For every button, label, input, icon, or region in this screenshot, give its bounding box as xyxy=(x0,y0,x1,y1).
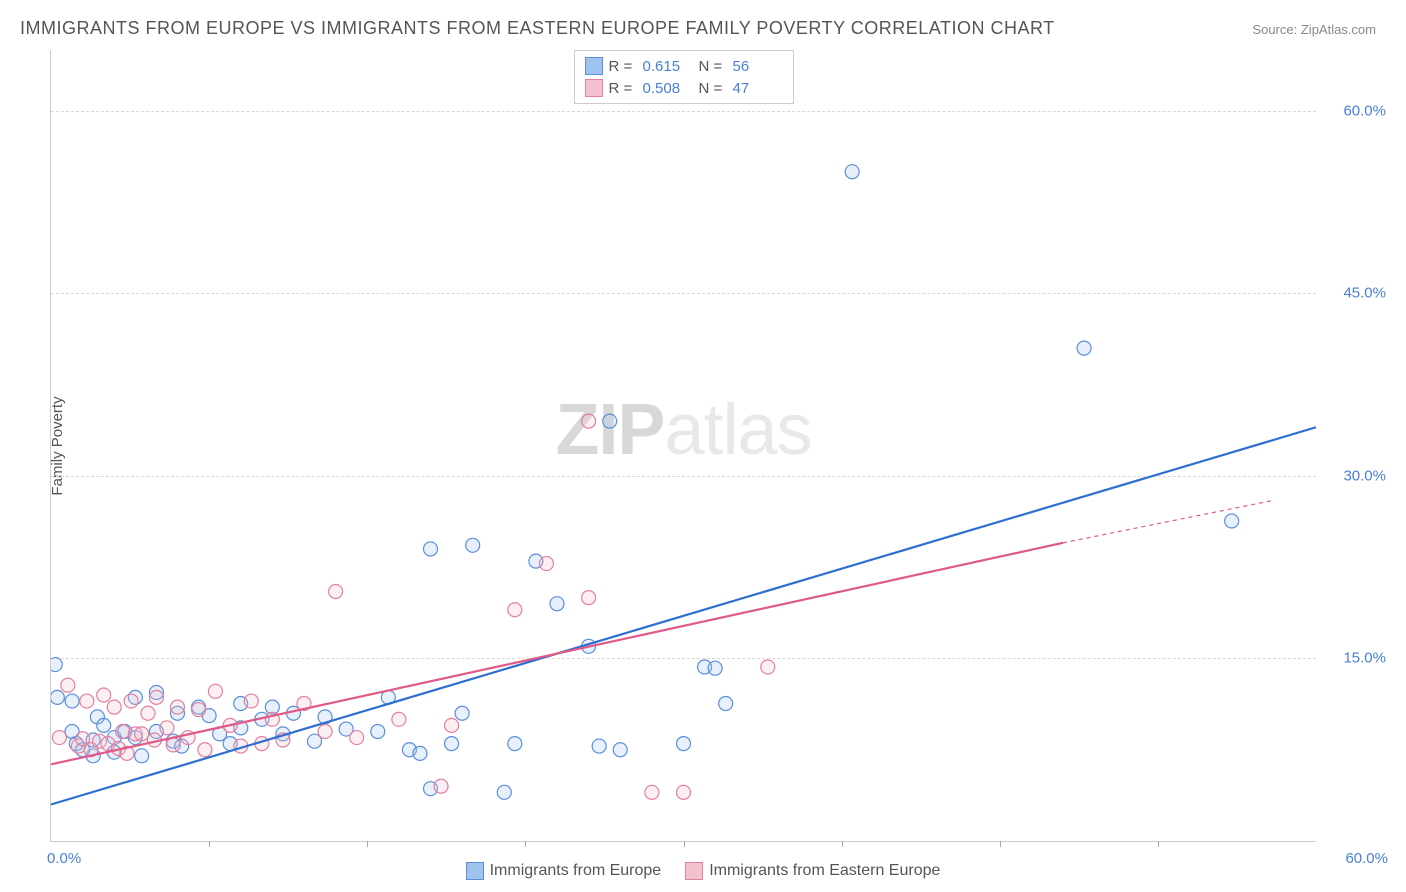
data-point xyxy=(198,743,212,757)
y-tick-label: 60.0% xyxy=(1326,102,1386,119)
data-point xyxy=(318,724,332,738)
data-point xyxy=(539,557,553,571)
data-point xyxy=(645,785,659,799)
data-point xyxy=(61,678,75,692)
data-point xyxy=(329,585,343,599)
y-tick-label: 15.0% xyxy=(1326,650,1386,667)
data-point xyxy=(550,597,564,611)
regression-line-ext xyxy=(1063,500,1274,543)
data-point xyxy=(466,538,480,552)
data-point xyxy=(708,661,722,675)
data-point xyxy=(1077,341,1091,355)
legend-swatch xyxy=(585,79,603,97)
data-point xyxy=(677,785,691,799)
data-point xyxy=(455,706,469,720)
data-point xyxy=(160,721,174,735)
data-point xyxy=(445,718,459,732)
stat-n-label: N = xyxy=(699,58,727,75)
data-point xyxy=(719,696,733,710)
legend-item: Immigrants from Eastern Europe xyxy=(685,862,940,880)
data-point xyxy=(135,749,149,763)
stats-legend: R = 0.615 N = 56 R = 0.508 N = 47 xyxy=(574,50,794,104)
legend-swatch xyxy=(466,862,484,880)
data-point xyxy=(52,731,66,745)
legend-item: Immigrants from Europe xyxy=(466,862,662,880)
data-point xyxy=(51,658,62,672)
data-point xyxy=(97,688,111,702)
data-point xyxy=(677,737,691,751)
x-tick xyxy=(367,841,368,847)
data-point xyxy=(135,727,149,741)
legend-swatch xyxy=(685,862,703,880)
stat-r-label: R = xyxy=(609,58,637,75)
x-tick xyxy=(525,841,526,847)
data-point xyxy=(141,706,155,720)
data-point xyxy=(424,542,438,556)
legend-label: Immigrants from Europe xyxy=(490,862,662,880)
data-point xyxy=(1225,514,1239,528)
data-point xyxy=(124,694,138,708)
x-tick xyxy=(1158,841,1159,847)
data-point xyxy=(592,739,606,753)
data-point xyxy=(845,165,859,179)
data-point xyxy=(603,414,617,428)
stat-r-label: R = xyxy=(609,80,637,97)
data-point xyxy=(371,724,385,738)
data-point xyxy=(497,785,511,799)
chart-area: ZIPatlas R =0.615N =56R =0.508N =47 15.0… xyxy=(50,50,1316,842)
source-label: Source: xyxy=(1252,22,1297,37)
data-point xyxy=(761,660,775,674)
data-point xyxy=(116,724,130,738)
x-tick xyxy=(1000,841,1001,847)
data-point xyxy=(445,737,459,751)
data-point xyxy=(244,694,258,708)
data-point xyxy=(208,684,222,698)
series-legend: Immigrants from Europe Immigrants from Ea… xyxy=(0,862,1406,880)
legend-swatch xyxy=(585,57,603,75)
data-point xyxy=(350,731,364,745)
x-tick xyxy=(684,841,685,847)
data-point xyxy=(80,694,94,708)
data-point xyxy=(413,746,427,760)
data-point xyxy=(149,690,163,704)
y-tick-label: 45.0% xyxy=(1326,285,1386,302)
data-point xyxy=(107,700,121,714)
data-point xyxy=(582,414,596,428)
data-point xyxy=(582,591,596,605)
data-point xyxy=(434,779,448,793)
data-point xyxy=(51,690,64,704)
x-tick xyxy=(209,841,210,847)
stat-r-value: 0.508 xyxy=(643,80,693,97)
data-point xyxy=(65,694,79,708)
chart-title: IMMIGRANTS FROM EUROPE VS IMMIGRANTS FRO… xyxy=(20,18,1055,39)
data-point xyxy=(508,603,522,617)
stats-legend-row: R = 0.615 N = 56 xyxy=(585,55,783,77)
x-tick xyxy=(842,841,843,847)
stat-r-value: 0.615 xyxy=(643,58,693,75)
source-attribution: Source: ZipAtlas.com xyxy=(1252,22,1376,37)
data-point xyxy=(192,703,206,717)
stat-n-value: 47 xyxy=(733,80,783,97)
regression-line xyxy=(51,543,1063,764)
y-tick-label: 30.0% xyxy=(1326,467,1386,484)
data-point xyxy=(613,743,627,757)
stat-n-value: 56 xyxy=(733,58,783,75)
plot-area: ZIPatlas R =0.615N =56R =0.508N =47 15.0… xyxy=(50,50,1316,842)
data-point xyxy=(392,712,406,726)
data-point xyxy=(166,738,180,752)
source-link[interactable]: ZipAtlas.com xyxy=(1301,22,1376,37)
data-point xyxy=(97,718,111,732)
data-point xyxy=(171,700,185,714)
legend-label: Immigrants from Eastern Europe xyxy=(709,862,940,880)
stat-n-label: N = xyxy=(699,80,727,97)
scatter-svg xyxy=(51,50,1316,841)
stats-legend-row: R = 0.508 N = 47 xyxy=(585,77,783,99)
data-point xyxy=(508,737,522,751)
